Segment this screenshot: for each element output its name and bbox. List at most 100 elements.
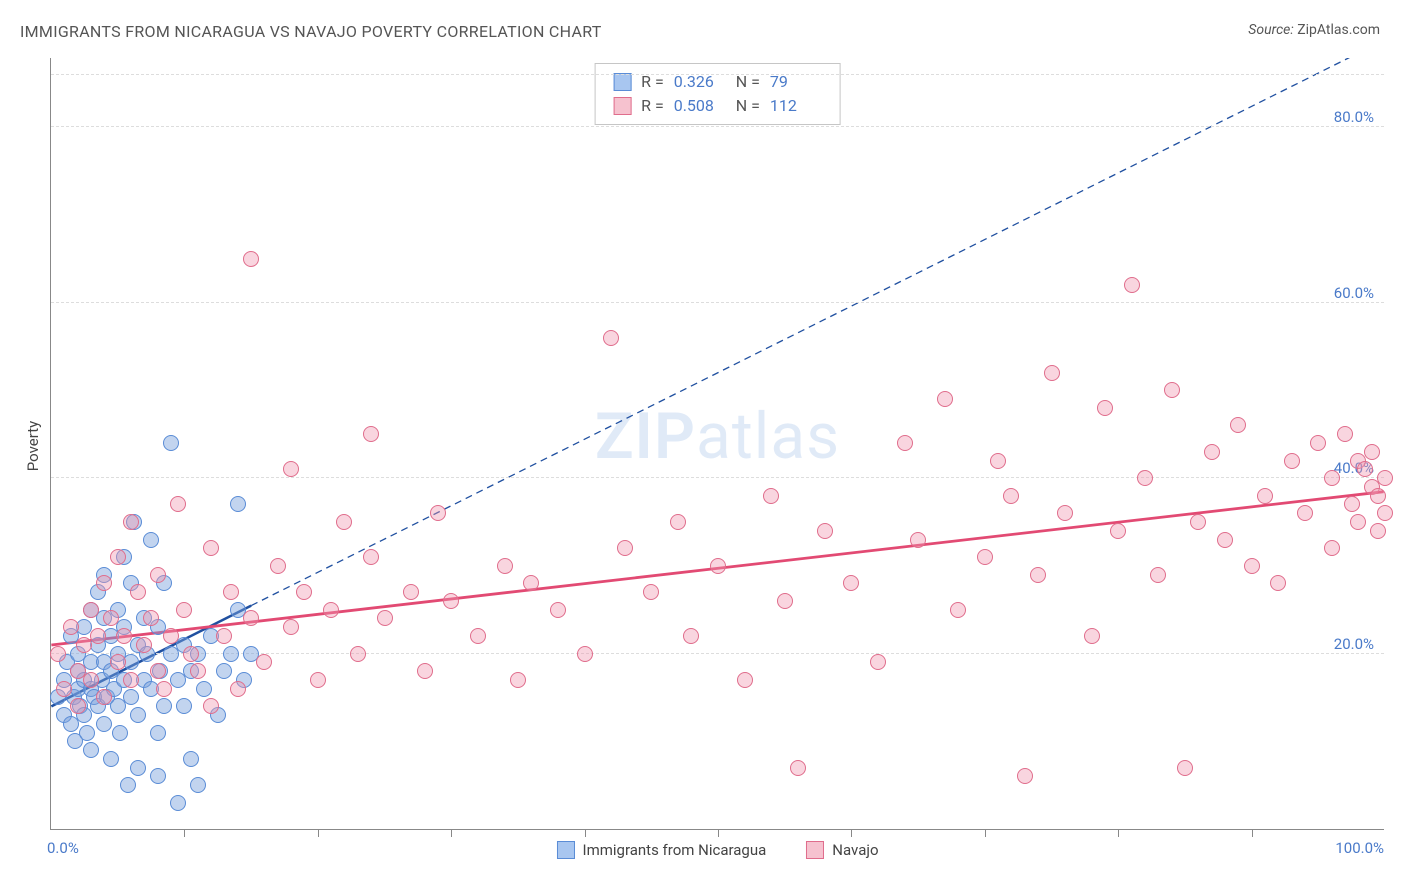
gridline [51, 477, 1384, 478]
data-point [1364, 444, 1380, 460]
data-point [377, 610, 393, 626]
legend-swatch [613, 97, 631, 115]
data-point [403, 584, 419, 600]
x-tick [985, 829, 986, 837]
data-point [977, 549, 993, 565]
legend-label: Navajo [832, 841, 878, 859]
x-tick [851, 829, 852, 837]
x-tick [318, 829, 319, 837]
data-point [777, 593, 793, 609]
legend-swatch [613, 73, 631, 91]
data-point [256, 654, 272, 670]
legend-label: Immigrants from Nicaragua [582, 841, 766, 859]
data-point [136, 637, 152, 653]
data-point [1344, 496, 1360, 512]
data-point [196, 681, 212, 697]
data-point [870, 654, 886, 670]
source-attribution: Source: ZipAtlas.com [1248, 22, 1380, 38]
data-point [216, 663, 232, 679]
stats-row: R = 0.508 N = 112 [613, 94, 822, 118]
data-point [203, 698, 219, 714]
data-point [143, 610, 159, 626]
legend-swatch [556, 841, 574, 859]
data-point [1377, 470, 1393, 486]
data-point [123, 672, 139, 688]
data-point [417, 663, 433, 679]
data-point [603, 330, 619, 346]
data-point [296, 584, 312, 600]
x-tick [1118, 829, 1119, 837]
data-point [123, 514, 139, 530]
data-point [190, 777, 206, 793]
data-point [56, 681, 72, 697]
data-point [1030, 567, 1046, 583]
data-point [150, 725, 166, 741]
y-tick-label: 80.0% [1334, 108, 1374, 126]
data-point [50, 646, 66, 662]
data-point [336, 514, 352, 530]
data-point [243, 610, 259, 626]
data-point [1270, 575, 1286, 591]
chart-title: IMMIGRANTS FROM NICARAGUA VS NAVAJO POVE… [20, 22, 602, 41]
data-point [1324, 470, 1340, 486]
data-point [737, 672, 753, 688]
data-point [216, 628, 232, 644]
data-point [150, 768, 166, 784]
data-point [1164, 382, 1180, 398]
gridline [51, 74, 1384, 75]
gridline [51, 126, 1384, 127]
data-point [83, 672, 99, 688]
data-point [112, 725, 128, 741]
y-axis-label: Poverty [24, 421, 42, 471]
data-point [710, 558, 726, 574]
n-value: 112 [770, 94, 822, 118]
trend-lines [51, 58, 1384, 829]
data-point [183, 646, 199, 662]
data-point [183, 751, 199, 767]
data-point [156, 681, 172, 697]
data-point [1110, 523, 1126, 539]
data-point [1310, 435, 1326, 451]
r-value: 0.508 [674, 94, 726, 118]
data-point [763, 488, 779, 504]
data-point [1150, 567, 1166, 583]
legend-swatch [806, 841, 824, 859]
legend-item: Navajo [806, 841, 878, 859]
data-point [683, 628, 699, 644]
x-tick-label: 100.0% [1335, 839, 1384, 857]
data-point [190, 663, 206, 679]
data-point [617, 540, 633, 556]
data-point [1204, 444, 1220, 460]
data-point [950, 602, 966, 618]
data-point [230, 496, 246, 512]
data-point [817, 523, 833, 539]
data-point [990, 453, 1006, 469]
stats-legend-box: R = 0.326 N = 79 R = 0.508 N = 112 [594, 63, 841, 125]
data-point [123, 689, 139, 705]
data-point [163, 628, 179, 644]
data-point [79, 725, 95, 741]
legend-item: Immigrants from Nicaragua [556, 841, 766, 859]
data-point [156, 698, 172, 714]
data-point [1357, 461, 1373, 477]
data-point [643, 584, 659, 600]
bottom-legend: Immigrants from Nicaragua Navajo [556, 841, 878, 859]
x-tick [585, 829, 586, 837]
data-point [110, 654, 126, 670]
data-point [130, 707, 146, 723]
data-point [470, 628, 486, 644]
gridline [51, 302, 1384, 303]
data-point [1124, 277, 1140, 293]
plot-area: ZIPatlas R = 0.326 N = 79 R = 0.508 N = … [50, 58, 1384, 830]
data-point [937, 391, 953, 407]
data-point [1003, 488, 1019, 504]
data-point [170, 496, 186, 512]
data-point [670, 514, 686, 530]
data-point [83, 742, 99, 758]
data-point [1097, 400, 1113, 416]
data-point [1217, 532, 1233, 548]
data-point [96, 575, 112, 591]
data-point [83, 602, 99, 618]
y-tick-label: 20.0% [1334, 635, 1374, 653]
data-point [243, 251, 259, 267]
